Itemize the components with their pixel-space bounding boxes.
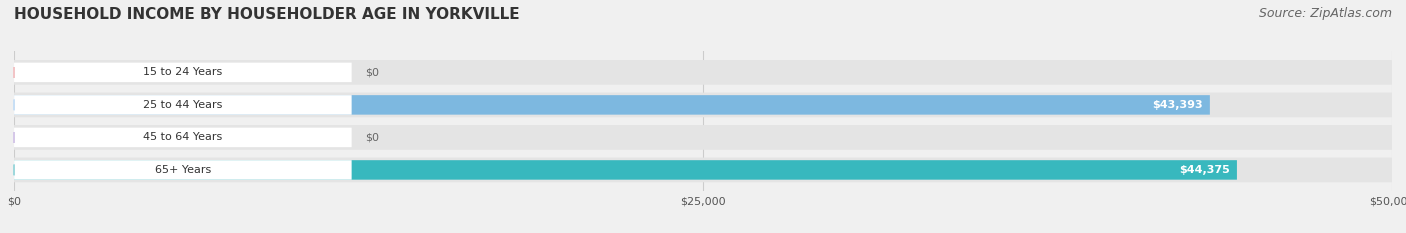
FancyBboxPatch shape <box>14 160 1237 180</box>
Text: 45 to 64 Years: 45 to 64 Years <box>143 132 222 142</box>
Text: Source: ZipAtlas.com: Source: ZipAtlas.com <box>1258 7 1392 20</box>
FancyBboxPatch shape <box>14 125 1392 150</box>
Text: 25 to 44 Years: 25 to 44 Years <box>143 100 222 110</box>
Text: 65+ Years: 65+ Years <box>155 165 211 175</box>
FancyBboxPatch shape <box>14 63 352 82</box>
FancyBboxPatch shape <box>14 158 1392 182</box>
Text: $0: $0 <box>366 67 380 77</box>
FancyBboxPatch shape <box>14 95 1211 115</box>
FancyBboxPatch shape <box>14 128 352 147</box>
FancyBboxPatch shape <box>14 60 1392 85</box>
FancyBboxPatch shape <box>14 93 1392 117</box>
Text: $43,393: $43,393 <box>1153 100 1204 110</box>
Text: $0: $0 <box>366 132 380 142</box>
Text: HOUSEHOLD INCOME BY HOUSEHOLDER AGE IN YORKVILLE: HOUSEHOLD INCOME BY HOUSEHOLDER AGE IN Y… <box>14 7 520 22</box>
Text: 15 to 24 Years: 15 to 24 Years <box>143 67 222 77</box>
Text: $44,375: $44,375 <box>1180 165 1230 175</box>
FancyBboxPatch shape <box>14 95 352 115</box>
FancyBboxPatch shape <box>14 160 352 180</box>
